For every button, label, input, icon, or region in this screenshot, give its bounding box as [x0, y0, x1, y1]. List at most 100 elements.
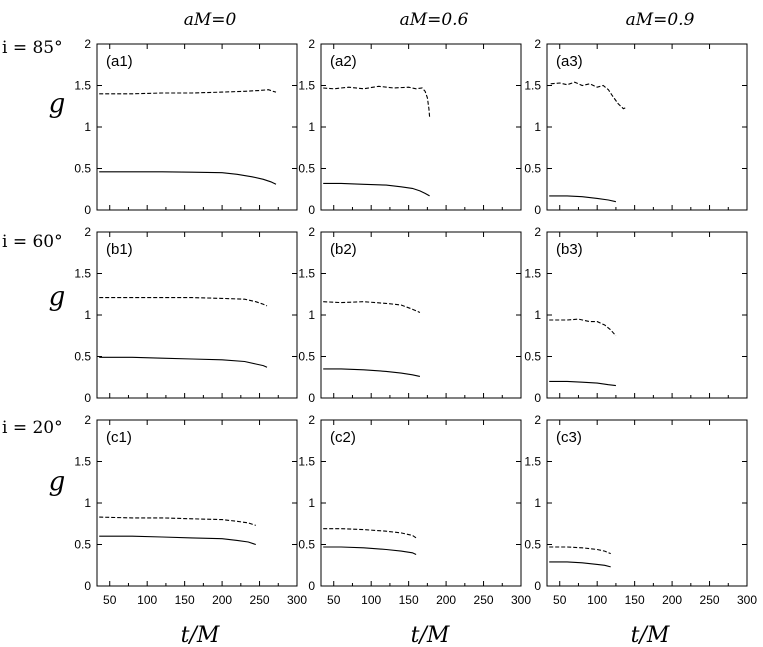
y-tick-label: 0.5	[74, 162, 91, 176]
y-tick-label: 1.5	[524, 267, 541, 281]
y-tick-label: 1.5	[74, 267, 91, 281]
y-tick-label: 0.5	[298, 350, 315, 364]
y-tick-label: 2	[308, 225, 315, 239]
y-tick-label: 1	[84, 496, 91, 510]
x-tick-label: 250	[250, 593, 270, 607]
y-tick-label: 0.5	[74, 538, 91, 552]
y-tick-label: 0	[308, 203, 315, 217]
dashed-series-line	[99, 516, 256, 526]
y-tick-label: 0	[84, 391, 91, 405]
y-tick-label: 0	[308, 579, 315, 593]
panel-label: (c1)	[106, 429, 132, 446]
y-tick-label: 2	[84, 413, 91, 427]
y-tick-label: 0.5	[524, 162, 541, 176]
x-tick-label: 250	[700, 593, 720, 607]
x-tick-label: 50	[327, 593, 341, 607]
y-tick-label: 0	[308, 391, 315, 405]
panel-label: (b2)	[330, 241, 357, 258]
x-tick-label: 200	[662, 593, 682, 607]
panel-label: (b3)	[556, 241, 583, 258]
y-tick-label: 0.5	[298, 538, 315, 552]
y-tick-label: 2	[534, 37, 541, 51]
y-tick-label: 0	[534, 391, 541, 405]
y-tick-label: 1.5	[298, 79, 315, 93]
panel-label: (a2)	[330, 53, 357, 70]
dashed-series-line	[323, 85, 431, 118]
panel-label: (c2)	[330, 429, 356, 446]
row-title-3: i = 20°	[2, 418, 63, 438]
solid-series-line	[99, 535, 256, 546]
y-axis-label-1: g	[49, 89, 66, 119]
x-tick-label: 200	[212, 593, 232, 607]
y-tick-label: 0	[84, 579, 91, 593]
x-tick-label: 50	[553, 593, 567, 607]
x-axis-label-3: t/M	[631, 623, 670, 647]
x-tick-label: 50	[103, 593, 117, 607]
y-tick-label: 1	[308, 120, 315, 134]
solid-series-line	[549, 561, 611, 568]
solid-series-line	[549, 195, 617, 203]
x-tick-label: 150	[175, 593, 195, 607]
panel-5: 0 0.5 1 1.5 2 (b2)	[298, 225, 522, 405]
dashed-series-line	[323, 301, 421, 314]
solid-series-line	[99, 171, 277, 185]
y-tick-label: 1	[308, 308, 315, 322]
x-tick-label: 300	[287, 593, 307, 607]
panel-6: 0 0.5 1 1.5 2 (b3)	[524, 225, 748, 405]
y-axis-label-3: g	[49, 467, 66, 497]
panel-1: 0 0.5 1 1.5 2 (a1)	[74, 37, 298, 217]
panel-2: 0 0.5 1 1.5 2 (a2)	[298, 37, 522, 217]
y-axis-labels: g g g	[49, 89, 66, 497]
x-tick-label: 100	[587, 593, 607, 607]
dashed-series-line	[99, 89, 277, 95]
x-axis-label-2: t/M	[411, 623, 450, 647]
panel-label: (a1)	[106, 53, 133, 70]
solid-series-line	[323, 368, 421, 377]
x-tick-label: 100	[361, 593, 381, 607]
row-title-1: i = 85°	[2, 38, 63, 58]
panels: 0 0.5 1 1.5 2 (a1) 0 0.5 1 1.5 2 (a2) 0 0.5 1 1.5 2 (a3) 0…	[74, 37, 757, 607]
y-tick-label: 2	[84, 37, 91, 51]
y-tick-label: 1	[534, 496, 541, 510]
panel-9: 50 100 150 200 250 300 0 0.5 1 1.5 2 (c3)	[524, 413, 757, 607]
dashed-series-line	[550, 81, 628, 110]
y-axis-label-2: g	[49, 282, 66, 312]
y-tick-label: 1.5	[74, 455, 91, 469]
panel-label: (b1)	[106, 241, 133, 258]
panel-label: (a3)	[556, 53, 583, 70]
solid-series-line	[99, 356, 268, 368]
y-tick-label: 2	[308, 37, 315, 51]
y-tick-label: 0.5	[524, 538, 541, 552]
y-tick-label: 0	[534, 203, 541, 217]
dashed-series-line	[99, 297, 268, 307]
panel-7: 50 100 150 200 250 300 0 0.5 1 1.5 2 (c1)	[74, 413, 307, 607]
dashed-series-line	[549, 318, 617, 337]
y-tick-label: 1.5	[74, 79, 91, 93]
x-tick-label: 200	[436, 593, 456, 607]
col-title-2: aM=0.6	[400, 10, 469, 30]
x-axis-labels: t/M t/M t/M	[181, 623, 670, 647]
y-tick-label: 1	[84, 120, 91, 134]
y-tick-label: 1.5	[298, 455, 315, 469]
panel-4: 0 0.5 1 1.5 2 (b1)	[74, 225, 298, 405]
y-tick-label: 1	[308, 496, 315, 510]
row-title-2: i = 60°	[2, 232, 63, 252]
y-tick-label: 0	[84, 203, 91, 217]
x-tick-label: 150	[399, 593, 419, 607]
dashed-series-line	[323, 528, 417, 539]
dashed-series-line	[549, 546, 611, 555]
x-tick-label: 100	[137, 593, 157, 607]
x-tick-label: 150	[625, 593, 645, 607]
column-titles: aM=0 aM=0.6 aM=0.9	[184, 10, 695, 30]
x-axis-label-1: t/M	[181, 623, 220, 647]
panel-3: 0 0.5 1 1.5 2 (a3)	[524, 37, 748, 217]
y-tick-label: 1.5	[524, 455, 541, 469]
y-tick-label: 2	[84, 225, 91, 239]
y-tick-label: 0.5	[524, 350, 541, 364]
solid-series-line	[323, 182, 430, 197]
col-title-3: aM=0.9	[626, 10, 695, 30]
x-tick-label: 250	[474, 593, 494, 607]
y-tick-label: 1.5	[524, 79, 541, 93]
y-tick-label: 2	[534, 413, 541, 427]
